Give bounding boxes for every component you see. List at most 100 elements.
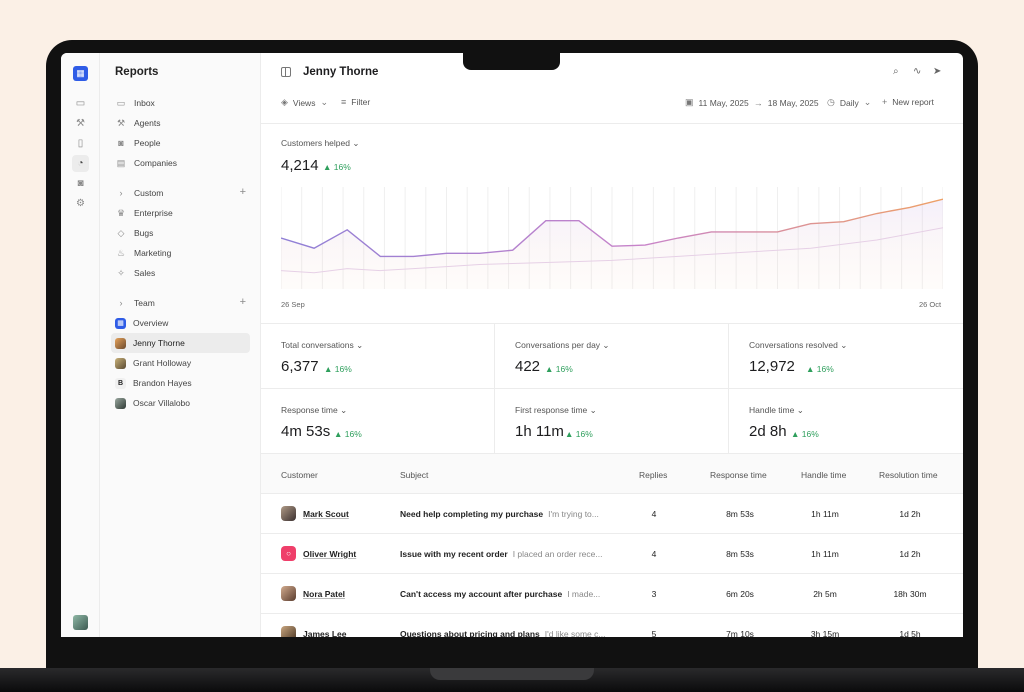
table-row[interactable]: James Lee Questions about pricing and pl…	[261, 614, 963, 637]
sidebar-item-companies[interactable]: ▤ Companies	[111, 153, 250, 173]
sidebar-item-agents[interactable]: ⚒ Agents	[111, 113, 250, 133]
column-header-subject[interactable]: Subject	[400, 470, 429, 480]
customer-name[interactable]: Oliver Wright	[303, 549, 357, 559]
icon-rail: ▦ ▭ ⚒ ▯ ◔ ◙ ⚙	[61, 53, 100, 637]
app-screen: ▦ ▭ ⚒ ▯ ◔ ◙ ⚙ Reports ▭ Inbox ⚒ Agents ◙…	[61, 53, 963, 637]
stat-value: 6,377	[281, 358, 319, 375]
settings-gear-icon[interactable]: ⚙	[76, 198, 85, 209]
new-report-button[interactable]: + New report	[882, 97, 934, 107]
people-icon: ◙	[118, 138, 124, 148]
sidebar-item-jenny-thorne[interactable]: Jenny Thorne	[111, 333, 250, 353]
sidebar-item-overview[interactable]: ▦ Overview	[111, 313, 250, 333]
sidebar: Reports ▭ Inbox ⚒ Agents ◙ People ▤ Comp…	[100, 53, 261, 637]
chevron-down-icon: ⌄	[863, 97, 872, 107]
replies-cell: 4	[651, 549, 657, 559]
contacts-icon[interactable]: ◙	[77, 178, 84, 189]
column-header-resolution-time[interactable]: Resolution time	[879, 470, 938, 480]
divider	[261, 123, 963, 124]
stat-conversations-resolved[interactable]: Conversations resolved ⌄ 12,972 ▲ 16%	[729, 324, 963, 389]
table-row[interactable]: ○ Oliver Wright Issue with my recent ord…	[261, 534, 963, 574]
bug-icon: ◇	[117, 228, 125, 238]
trend-up-icon: ▲	[565, 429, 576, 439]
response-time-cell: 8m 53s	[726, 509, 754, 519]
stat-delta-value: 16%	[801, 429, 819, 439]
avatar	[281, 626, 296, 637]
stat-delta-value: 16%	[344, 429, 362, 439]
chart-metric-dropdown[interactable]: Customers helped ⌄	[281, 138, 359, 149]
customer-name[interactable]: Mark Scout	[303, 509, 349, 519]
chevron-right-icon: ›	[119, 188, 123, 198]
sidebar-item-label: Overview	[133, 318, 169, 328]
granularity-dropdown[interactable]: ◷ Daily ⌄	[827, 97, 871, 108]
stat-delta: ▲ 16%	[324, 364, 352, 374]
stats-grid: Total conversations ⌄ 6,377 ▲ 16% Conver…	[261, 323, 963, 454]
stat-value: 2d 8h	[749, 423, 787, 440]
column-header-handle-time[interactable]: Handle time	[801, 470, 847, 480]
sidebar-item-marketing[interactable]: ♨ Marketing	[111, 243, 250, 263]
chevron-right-icon: ›	[119, 298, 123, 308]
sidebar-section-team[interactable]: › Team +	[111, 293, 250, 313]
subject-cell: Issue with my recent order I placed an or…	[400, 549, 605, 559]
book-icon[interactable]: ▯	[77, 138, 84, 149]
filter-button[interactable]: ≡ Filter	[341, 97, 370, 107]
sidebar-item-label: Jenny Thorne	[133, 338, 185, 348]
chevron-down-icon: ⌄	[837, 340, 848, 350]
inbox-icon[interactable]: ▭	[75, 98, 86, 109]
reports-icon[interactable]: ◔	[72, 155, 89, 172]
customer-name[interactable]: Nora Patel	[303, 589, 346, 599]
subject-title: Need help completing my purchase	[400, 509, 544, 519]
add-custom-report-button[interactable]: +	[239, 186, 246, 198]
sidebar-item-label: Marketing	[134, 248, 172, 258]
sidebar-item-bugs[interactable]: ◇ Bugs	[111, 223, 250, 243]
subject-cell: Can't access my account after purchase I …	[400, 589, 605, 599]
section-label: Custom	[134, 188, 164, 198]
response-time-cell: 8m 53s	[726, 549, 754, 559]
app-logo-icon[interactable]: ▦	[73, 66, 88, 81]
filter-label: Filter	[351, 97, 371, 107]
sidebar-item-brandon-hayes[interactable]: B Brandon Hayes	[111, 373, 250, 393]
stat-response-time[interactable]: Response time ⌄ 4m 53s ▲ 16%	[261, 389, 495, 454]
sidebar-item-label: Inbox	[134, 98, 155, 108]
chart-series-line-secondary	[281, 227, 943, 274]
views-dropdown[interactable]: ◈ Views ⌄	[281, 97, 328, 108]
stat-delta: ▲ 16%	[565, 429, 593, 439]
x-axis-end-label: 26 Oct	[919, 300, 942, 309]
subject-title: Questions about pricing and plans	[400, 629, 540, 637]
toggle-sidebar-icon[interactable]	[281, 67, 291, 77]
stat-first-response-time[interactable]: First response time ⌄ 1h 11m ▲ 16%	[495, 389, 729, 454]
stat-value: 1h 11m	[515, 423, 564, 440]
calendar-icon: ▣	[685, 97, 694, 107]
search-icon[interactable]: ⌕	[893, 66, 899, 77]
stat-conversations-per-day[interactable]: Conversations per day ⌄ 422 ▲ 16%	[495, 324, 729, 389]
sidebar-item-oscar-villalobo[interactable]: Oscar Villalobo	[111, 393, 250, 413]
sidebar-section-custom[interactable]: › Custom +	[111, 183, 250, 203]
sidebar-item-label: Enterprise	[134, 208, 173, 218]
column-header-response-time[interactable]: Response time	[710, 470, 767, 480]
send-icon[interactable]: ➤	[933, 66, 942, 77]
table-row[interactable]: Mark Scout Need help completing my purch…	[261, 494, 963, 534]
replies-cell: 5	[651, 629, 657, 637]
chart-title: Customers helped	[281, 138, 350, 148]
add-team-member-button[interactable]: +	[239, 296, 246, 308]
stat-total-conversations[interactable]: Total conversations ⌄ 6,377 ▲ 16%	[261, 324, 495, 389]
agents-icon[interactable]: ⚒	[76, 118, 85, 129]
table-row[interactable]: Nora Patel Can't access my account after…	[261, 574, 963, 614]
sidebar-item-inbox[interactable]: ▭ Inbox	[111, 93, 250, 113]
sidebar-item-people[interactable]: ◙ People	[111, 133, 250, 153]
date-range-picker[interactable]: ▣ 11 May, 2025 → 18 May, 2025	[685, 97, 819, 108]
inbox-icon: ▭	[116, 98, 126, 108]
customer-name[interactable]: James Lee	[303, 629, 347, 637]
layers-icon: ◈	[281, 97, 288, 107]
stat-handle-time[interactable]: Handle time ⌄ 2d 8h ▲ 16%	[729, 389, 963, 454]
sidebar-item-label: Sales	[134, 268, 156, 278]
column-header-replies[interactable]: Replies	[639, 470, 668, 480]
handle-time-cell: 1h 11m	[811, 509, 839, 519]
sidebar-item-sales[interactable]: ✧ Sales	[111, 263, 250, 283]
subject-preview: I'm trying to...	[548, 509, 599, 519]
activity-icon[interactable]: ∿	[913, 66, 922, 77]
column-header-customer[interactable]: Customer	[281, 470, 318, 480]
stat-delta: ▲ 16%	[334, 429, 362, 439]
sidebar-item-grant-holloway[interactable]: Grant Holloway	[111, 353, 250, 373]
sidebar-item-enterprise[interactable]: ♛ Enterprise	[111, 203, 250, 223]
current-user-avatar[interactable]	[73, 615, 88, 630]
